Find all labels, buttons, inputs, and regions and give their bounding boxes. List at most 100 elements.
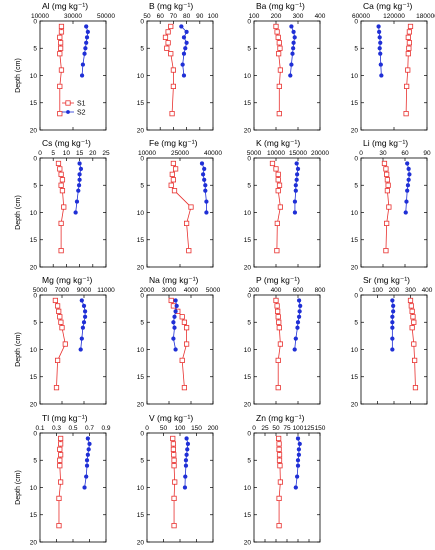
y-tick-label: 0 <box>140 292 144 299</box>
data-point-s1 <box>276 40 282 46</box>
data-point-s1 <box>56 523 62 529</box>
y-tick-label: 15 <box>30 100 38 107</box>
y-tick-label: 20 <box>351 264 359 271</box>
data-point-s2 <box>407 172 412 177</box>
data-point-s1 <box>383 166 389 172</box>
data-point-s1 <box>277 479 284 485</box>
data-point-s2 <box>294 172 300 177</box>
y-tick-label: 10 <box>244 210 252 217</box>
data-point-s1 <box>186 248 192 254</box>
data-point-s2 <box>76 188 81 193</box>
data-point-s1 <box>181 385 187 391</box>
subplot-title: K (mg kg⁻¹) <box>256 138 300 148</box>
data-point-s2 <box>296 452 302 457</box>
data-point-s2 <box>295 458 301 463</box>
x-tick-label: 60 <box>157 13 165 20</box>
y-tick-label: 20 <box>137 539 145 546</box>
data-point-s1 <box>403 111 409 117</box>
data-point-s2 <box>405 183 411 188</box>
data-point-s2 <box>294 474 300 479</box>
y-tick-label: 0 <box>33 292 37 299</box>
plot-frame <box>146 432 214 543</box>
data-point-s1 <box>276 83 282 89</box>
data-point-s2 <box>174 303 179 309</box>
data-point-s1 <box>275 177 281 183</box>
y-tick-label: 20 <box>351 401 359 408</box>
data-point-s2 <box>379 73 384 78</box>
data-point-s2 <box>84 463 90 468</box>
data-point-s1 <box>385 182 391 188</box>
x-tick-label: 11000 <box>97 287 115 294</box>
data-point-s2 <box>78 166 84 172</box>
x-tick-label: 7000 <box>55 287 70 294</box>
subplot-title: V (mg kg⁻¹) <box>149 413 193 423</box>
data-point-s2 <box>85 452 90 457</box>
x-tick-label: 50 <box>143 13 151 20</box>
y-tick-label: 15 <box>244 100 252 107</box>
y-tick-label: 10 <box>351 210 359 217</box>
y-tick-label: 15 <box>351 237 359 244</box>
subplot-title: Tl (mg kg⁻¹) <box>42 413 88 423</box>
data-point-s1 <box>57 166 63 172</box>
y-tick-label: 0 <box>140 18 144 25</box>
data-point-s1 <box>172 166 179 172</box>
data-point-s1 <box>55 160 62 167</box>
data-point-s2 <box>376 24 381 29</box>
y-tick-label: 5 <box>140 183 144 190</box>
plot-frame <box>253 20 321 131</box>
data-point-s1 <box>170 441 176 447</box>
data-point-s2 <box>295 325 300 330</box>
x-tick-label: 200 <box>389 287 400 294</box>
y-tick-label: 20 <box>244 264 252 271</box>
x-tick-label: 20 <box>89 150 97 157</box>
x-tick-label: 5 <box>51 150 55 157</box>
legend-label: S2 <box>77 110 86 117</box>
data-point-s1 <box>275 385 281 391</box>
data-point-s1 <box>55 303 61 309</box>
data-point-s1 <box>383 248 389 254</box>
data-point-s2 <box>293 336 298 341</box>
y-axis-label: Depth (cm) <box>15 470 22 505</box>
x-tick-label: 50 <box>160 425 168 432</box>
x-tick-label: 0.3 <box>52 425 61 432</box>
y-tick-label: 15 <box>30 237 38 244</box>
subplot-title: Zn (mg kg⁻¹) <box>256 413 305 423</box>
y-tick-label: 20 <box>30 401 38 408</box>
data-point-s2 <box>87 441 92 447</box>
data-point-s2 <box>294 161 299 166</box>
data-point-s2 <box>390 298 395 303</box>
data-point-s1 <box>57 34 63 40</box>
data-point-s2 <box>81 303 87 309</box>
x-tick-label: 90 <box>196 13 204 20</box>
x-tick-label: 50 <box>272 425 280 432</box>
y-tick-label: 20 <box>351 127 359 134</box>
data-point-s2 <box>172 325 177 330</box>
data-point-s1 <box>53 385 60 391</box>
x-tick-label: 0.7 <box>85 425 94 432</box>
y-tick-label: 20 <box>244 401 252 408</box>
x-tick-label: 60000 <box>352 13 370 20</box>
data-point-s1 <box>384 177 391 183</box>
data-point-s1 <box>171 452 177 458</box>
subplot-11: P (mg kg⁻¹) 200 400 600 800 0 5 10 15 20 <box>244 275 326 408</box>
data-point-s2 <box>391 309 396 314</box>
data-point-s1 <box>276 523 282 529</box>
data-point-s1 <box>58 182 64 188</box>
plot-frame <box>39 432 107 543</box>
data-point-s2 <box>73 210 78 215</box>
y-tick-label: 10 <box>137 73 145 80</box>
y-tick-label: 15 <box>137 237 145 244</box>
data-point-s2 <box>391 303 396 309</box>
data-point-s1 <box>408 303 414 309</box>
x-tick-label: 50000 <box>97 13 115 20</box>
y-tick-label: 5 <box>33 46 37 53</box>
y-tick-label: 20 <box>137 401 145 408</box>
subplot-title: Mg (mg kg⁻¹) <box>42 275 92 285</box>
data-point-s1 <box>411 341 417 347</box>
data-point-s1 <box>168 51 174 57</box>
data-point-s1 <box>276 452 283 458</box>
data-point-s2 <box>295 320 301 325</box>
x-tick-label: 90 <box>423 150 431 157</box>
